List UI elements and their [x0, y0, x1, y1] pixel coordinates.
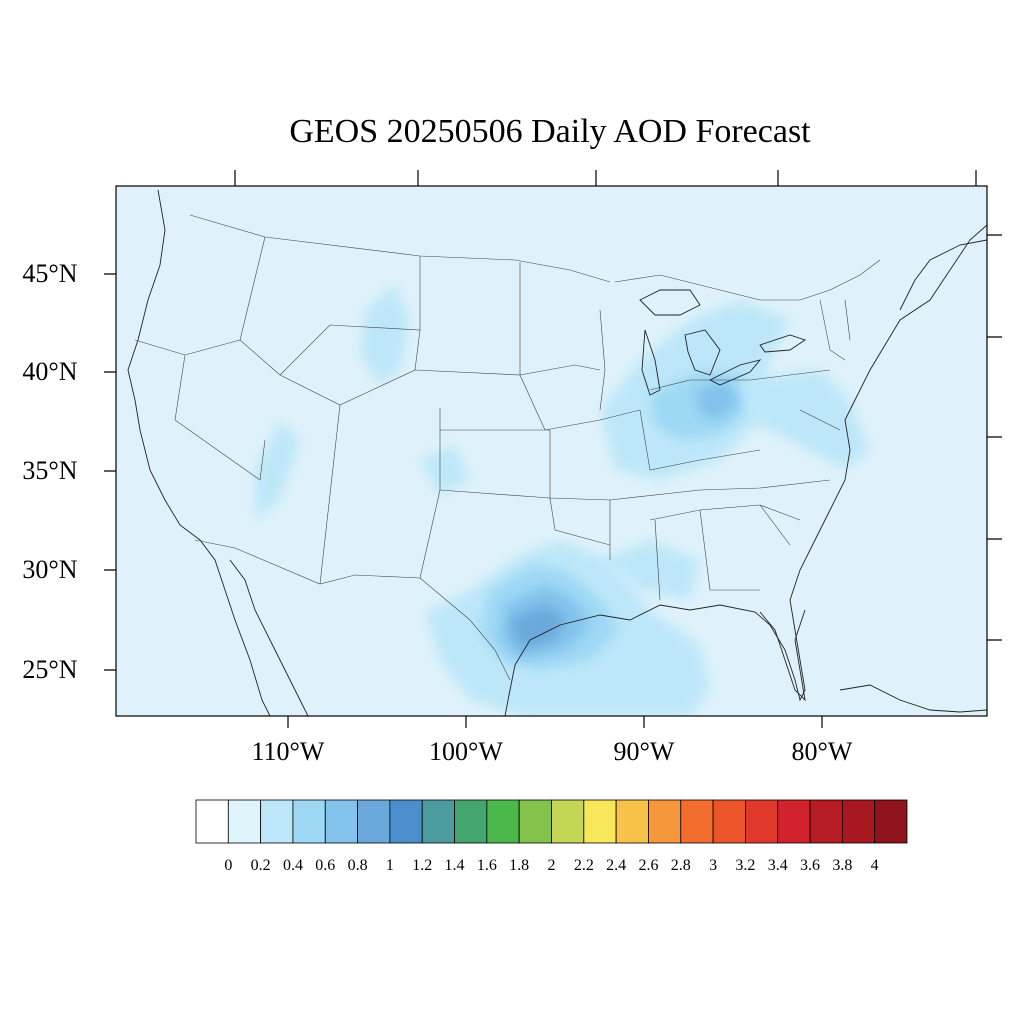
colorbar-swatch	[486, 799, 520, 844]
colorbar-label: 2.2	[574, 857, 594, 874]
colorbar-swatch	[292, 799, 326, 844]
colorbar-label: 0.4	[283, 857, 303, 874]
aod-region-new-mexico	[420, 445, 470, 495]
map-title: GEOS 20250506 Daily AOD Forecast	[289, 113, 811, 150]
map-frame	[115, 185, 988, 717]
lat-label: 35°N	[22, 456, 77, 485]
lon-label: 110°W	[252, 737, 325, 766]
colorbar-swatch	[454, 799, 488, 844]
aod-region-east-gulf	[600, 540, 700, 600]
colorbar-swatch	[583, 799, 617, 844]
colorbar-label: 1.8	[509, 857, 529, 874]
lon-label: 90°W	[614, 737, 675, 766]
colorbar-label: 3.6	[800, 857, 820, 874]
colorbar-swatch	[712, 799, 746, 844]
colorbar-swatch	[518, 799, 552, 844]
lon-label: 100°W	[429, 737, 503, 766]
coastlines	[127, 189, 987, 716]
colorbar-swatch	[227, 799, 262, 844]
colorbar-swatch	[615, 799, 649, 844]
aod-region-mid-atlantic	[740, 370, 870, 470]
lon-label: 80°W	[792, 737, 853, 766]
longitude-labels: 110°W 100°W 90°W 80°W	[252, 737, 853, 766]
aod-region-southwest	[255, 420, 300, 520]
colorbar-label: 0.6	[315, 857, 335, 874]
colorbar-label: 0.2	[251, 857, 271, 874]
colorbar-label: 1.6	[477, 857, 497, 874]
colorbar-labels: 0 0.2 0.4 0.6 0.8 1 1.2 1.4 1.6 1.8 2 2.2 2.4 2.6 2.8 3…	[224, 857, 878, 874]
map-ticks	[104, 170, 1002, 728]
colorbar-label: 3.8	[832, 857, 852, 874]
colorbar-swatch	[389, 799, 423, 844]
colorbar-swatch	[809, 799, 843, 844]
lat-label: 30°N	[22, 555, 77, 584]
colorbar-swatch	[324, 799, 358, 844]
colorbar-swatch	[648, 799, 682, 844]
colorbar-label: 2.4	[606, 857, 626, 874]
colorbar-label: 0.8	[348, 857, 368, 874]
aod-region-texas-peak	[510, 605, 565, 648]
aod-field	[127, 189, 987, 716]
colorbar-label: 1	[386, 857, 394, 874]
latitude-labels: 45°N 40°N 35°N 30°N 25°N	[22, 259, 77, 684]
colorbar-swatch	[777, 799, 811, 844]
colorbar-label: 3.2	[735, 857, 755, 874]
colorbar-swatch	[841, 799, 876, 844]
lat-label: 25°N	[22, 655, 77, 684]
colorbar-label: 2	[548, 857, 556, 874]
aod-region-wyoming	[360, 285, 410, 385]
colorbar-label: 1.2	[412, 857, 432, 874]
colorbar-label: 3	[709, 857, 717, 874]
colorbar-label: 0	[224, 857, 232, 874]
colorbar-label: 1.4	[445, 857, 465, 874]
lat-label: 45°N	[22, 259, 77, 288]
colorbar-swatch	[260, 799, 294, 844]
colorbar-swatch	[195, 799, 229, 844]
colorbar	[195, 799, 908, 844]
colorbar-label: 4	[871, 857, 879, 874]
colorbar-label: 3.4	[768, 857, 788, 874]
colorbar-swatch	[874, 799, 908, 844]
colorbar-swatch	[357, 799, 391, 844]
map-panel: 45°N 40°N 35°N 30°N 25°N 110°W 100°W 90°…	[22, 170, 1002, 766]
colorbar-label: 2.6	[638, 857, 658, 874]
state-borders	[134, 214, 881, 681]
colorbar-swatch	[745, 799, 779, 844]
lat-label: 40°N	[22, 357, 77, 386]
colorbar-swatch	[551, 799, 585, 844]
colorbar-label: 2.8	[671, 857, 691, 874]
aod-region-ohio-core	[695, 380, 740, 420]
colorbar-swatch	[680, 799, 714, 844]
colorbar-swatch	[421, 799, 455, 844]
